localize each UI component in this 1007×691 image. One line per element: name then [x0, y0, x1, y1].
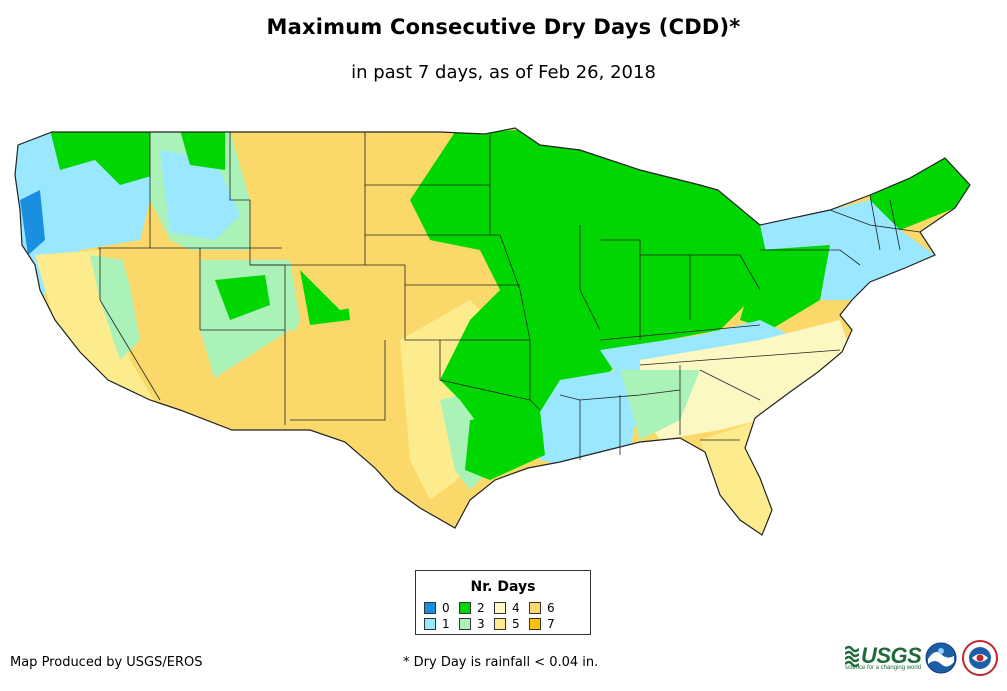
region-sierra [90, 255, 140, 360]
legend-label: 5 [512, 617, 520, 631]
region-great-lakes-green [640, 170, 770, 260]
region-montana-green [180, 130, 225, 170]
usgs-wave-icon [845, 645, 859, 667]
cdd-map [14, 127, 971, 536]
legend-item-1: 1 [424, 617, 450, 631]
map-credit: Map Produced by USGS/EROS [10, 655, 203, 670]
dry-day-note: * Dry Day is rainfall < 0.04 in. [403, 655, 599, 670]
region-appalachia-green [740, 245, 830, 330]
legend-label: 6 [547, 601, 555, 615]
legend-item-3: 3 [459, 617, 485, 631]
legend-label: 4 [512, 601, 520, 615]
legend-swatch [424, 602, 436, 614]
region-florida [700, 420, 772, 535]
region-sw-dry [180, 330, 440, 490]
usgs-logo: USGS science for a changing world [845, 643, 922, 671]
legend-label: 3 [477, 617, 485, 631]
usgs-tagline: science for a changing world [845, 665, 922, 671]
legend-label: 2 [477, 601, 485, 615]
legend-swatch [459, 602, 471, 614]
legend-item-0: 0 [424, 601, 450, 615]
region-se-yellow [640, 320, 850, 440]
legend: Nr. Days 0 1 2 3 4 5 6 7 [415, 570, 591, 635]
nws-logo-icon [962, 640, 998, 676]
legend-item-7: 7 [529, 617, 555, 631]
legend-item-5: 5 [494, 617, 520, 631]
region-gulf-coast-green [465, 410, 545, 480]
noaa-logo-icon [925, 642, 957, 674]
legend-item-6: 6 [529, 601, 555, 615]
map-subtitle: in past 7 days, as of Feb 26, 2018 [351, 62, 656, 83]
region-ne-green [870, 158, 970, 230]
legend-swatch [529, 618, 541, 630]
usgs-wordmark: USGS [861, 643, 922, 668]
region-california-dry [35, 250, 160, 410]
legend-swatch [459, 618, 471, 630]
legend-swatch [494, 602, 506, 614]
legend-swatch [494, 618, 506, 630]
state-boundaries [98, 132, 921, 460]
legend-label: 7 [547, 617, 555, 631]
region-rockies-green [215, 275, 270, 320]
legend-label: 1 [442, 617, 450, 631]
legend-item-2: 2 [459, 601, 485, 615]
map-title: Maximum Consecutive Dry Days (CDD)* [266, 15, 741, 39]
legend-swatch [529, 602, 541, 614]
legend-title: Nr. Days [470, 579, 536, 595]
region-pnw-green [50, 130, 155, 185]
legend-item-4: 4 [494, 601, 520, 615]
region-pnw-core [20, 190, 45, 255]
legend-label: 0 [442, 601, 450, 615]
region-plains-dry [230, 130, 470, 310]
region-idaho-wet [160, 150, 240, 240]
legend-swatch [424, 618, 436, 630]
cdd-regions [15, 130, 970, 535]
